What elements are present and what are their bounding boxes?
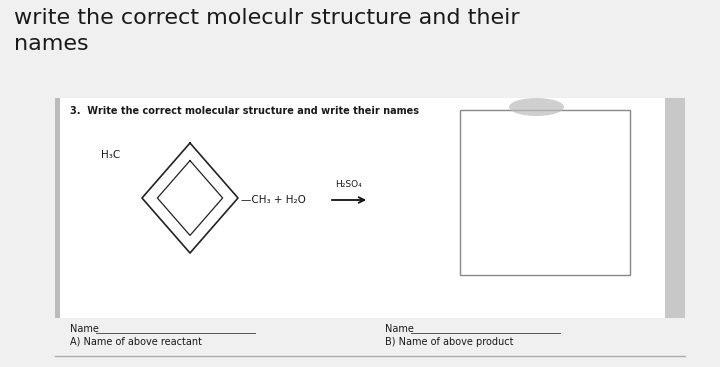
Text: Name: Name bbox=[385, 324, 414, 334]
Text: write the correct moleculr structure and their
names: write the correct moleculr structure and… bbox=[14, 8, 520, 54]
Text: H₂SO₄: H₂SO₄ bbox=[336, 180, 362, 189]
Text: Name: Name bbox=[70, 324, 99, 334]
Bar bbox=[55, 98, 665, 318]
Text: A) Name of above reactant: A) Name of above reactant bbox=[70, 337, 202, 347]
Ellipse shape bbox=[509, 98, 564, 116]
Text: H₃C: H₃C bbox=[101, 150, 120, 160]
Bar bbox=[55, 98, 60, 318]
Bar bbox=[665, 98, 685, 318]
Bar bbox=[460, 110, 630, 275]
Text: B) Name of above product: B) Name of above product bbox=[385, 337, 513, 347]
Text: 3.  Write the correct molecular structure and write their names: 3. Write the correct molecular structure… bbox=[70, 106, 419, 116]
Text: —CH₃ + H₂O: —CH₃ + H₂O bbox=[241, 195, 306, 205]
